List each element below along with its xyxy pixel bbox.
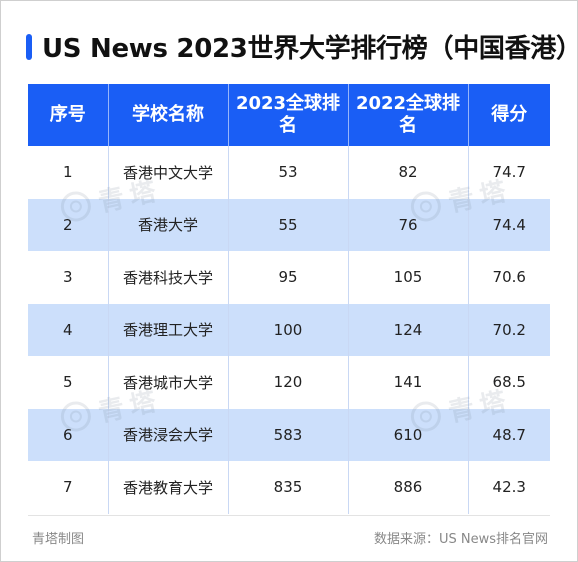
cell-score: 42.3: [468, 461, 550, 514]
header-score: 得分: [468, 84, 550, 146]
cell-school-name: 香港理工大学: [108, 303, 229, 356]
table-row: 6 香港浸会大学 583 610 48.7: [28, 408, 550, 461]
table-row: 2 香港大学 55 76 74.4: [28, 198, 550, 251]
cell-index: 1: [28, 146, 109, 199]
cell-rank-2022: 76: [348, 198, 469, 251]
cell-rank-2023: 835: [228, 461, 349, 514]
cell-rank-2023: 95: [228, 251, 349, 304]
cell-index: 2: [28, 198, 109, 251]
cell-rank-2022: 141: [348, 356, 469, 409]
cell-index: 7: [28, 461, 109, 514]
cell-index: 3: [28, 251, 109, 304]
table-row: 3 香港科技大学 95 105 70.6: [28, 251, 550, 304]
cell-score: 70.6: [468, 251, 550, 304]
cell-rank-2023: 100: [228, 303, 349, 356]
cell-school-name: 香港大学: [108, 198, 229, 251]
cell-rank-2023: 55: [228, 198, 349, 251]
title-accent-bar: [26, 34, 32, 60]
cell-school-name: 香港教育大学: [108, 461, 229, 514]
header-school-name: 学校名称: [108, 84, 229, 146]
ranking-table: 序号 学校名称 2023全球排名 2022全球排名 得分 1 香港中文大学 53 82…: [28, 84, 550, 514]
cell-rank-2022: 886: [348, 461, 469, 514]
cell-rank-2023: 583: [228, 408, 349, 461]
table-row: 4 香港理工大学 100 124 70.2: [28, 303, 550, 356]
cell-index: 6: [28, 408, 109, 461]
table-row: 5 香港城市大学 120 141 68.5: [28, 356, 550, 409]
cell-school-name: 香港城市大学: [108, 356, 229, 409]
cell-score: 70.2: [468, 303, 550, 356]
cell-rank-2022: 82: [348, 146, 469, 199]
cell-rank-2022: 124: [348, 303, 469, 356]
cell-rank-2023: 120: [228, 356, 349, 409]
footer-divider: [28, 515, 550, 516]
cell-index: 4: [28, 303, 109, 356]
header-rank-2022: 2022全球排名: [348, 84, 469, 146]
cell-score: 74.4: [468, 198, 550, 251]
cell-score: 48.7: [468, 408, 550, 461]
table-row: 1 香港中文大学 53 82 74.7: [28, 146, 550, 199]
cell-rank-2022: 610: [348, 408, 469, 461]
credit-label: 青塔制图: [32, 532, 85, 547]
cell-school-name: 香港科技大学: [108, 251, 229, 304]
cell-index: 5: [28, 356, 109, 409]
header-index: 序号: [28, 84, 109, 146]
cell-rank-2023: 53: [228, 146, 349, 199]
page-title: US News 2023世界大学排行榜（中国香港）: [42, 34, 578, 64]
cell-school-name: 香港中文大学: [108, 146, 229, 199]
cell-score: 68.5: [468, 356, 550, 409]
data-source-label: 数据来源：US News排名官网: [373, 532, 548, 547]
cell-rank-2022: 105: [348, 251, 469, 304]
header-rank-2023: 2023全球排名: [228, 84, 349, 146]
table-row: 7 香港教育大学 835 886 42.3: [28, 461, 550, 514]
cell-school-name: 香港浸会大学: [108, 408, 229, 461]
table-header-row: 序号 学校名称 2023全球排名 2022全球排名 得分: [28, 84, 550, 146]
cell-score: 74.7: [468, 146, 550, 199]
